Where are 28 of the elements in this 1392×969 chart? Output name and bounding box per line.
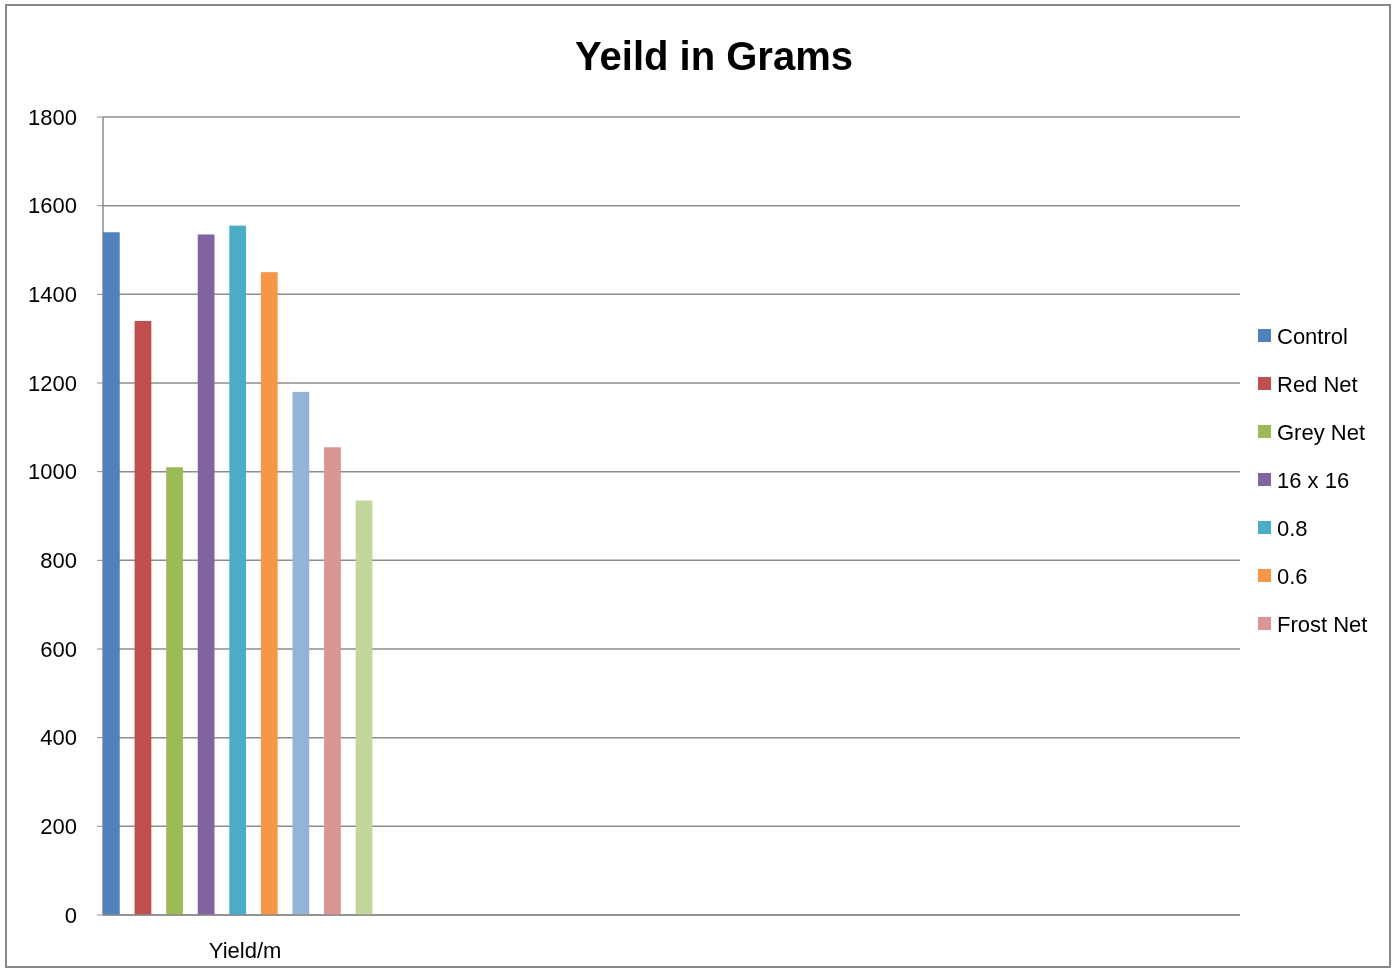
y-tick-label: 1400 — [28, 282, 77, 308]
legend-label: Frost Net — [1277, 611, 1368, 637]
legend-label: Grey Net — [1277, 419, 1366, 445]
y-tick-label: 0 — [64, 902, 77, 928]
legend-label: Control — [1277, 323, 1348, 349]
y-tick-label: 400 — [40, 725, 77, 751]
legend-label: Red Net — [1277, 371, 1358, 397]
bar — [229, 225, 247, 915]
bar — [324, 447, 341, 915]
y-tick-label: 1800 — [28, 104, 77, 130]
bar — [134, 320, 152, 915]
y-tick-label: 600 — [40, 636, 77, 662]
bar — [197, 234, 215, 915]
bar — [166, 467, 183, 915]
x-tick-label: Yield/m — [208, 938, 282, 963]
bar — [103, 232, 120, 915]
y-tick-label: 200 — [40, 814, 77, 840]
y-tick-label: 1600 — [28, 193, 77, 219]
chart-title: Yeild in Grams — [575, 34, 853, 78]
y-tick-label: 1200 — [28, 370, 77, 396]
legend-label: 0.8 — [1277, 515, 1308, 541]
legend-label: 0.6 — [1277, 563, 1308, 589]
y-tick-label: 1000 — [28, 459, 77, 485]
y-tick-label: 800 — [40, 548, 77, 574]
bar — [292, 391, 310, 915]
bar — [260, 272, 278, 915]
bar — [355, 500, 373, 915]
legend-label: 16 x 16 — [1277, 467, 1350, 493]
